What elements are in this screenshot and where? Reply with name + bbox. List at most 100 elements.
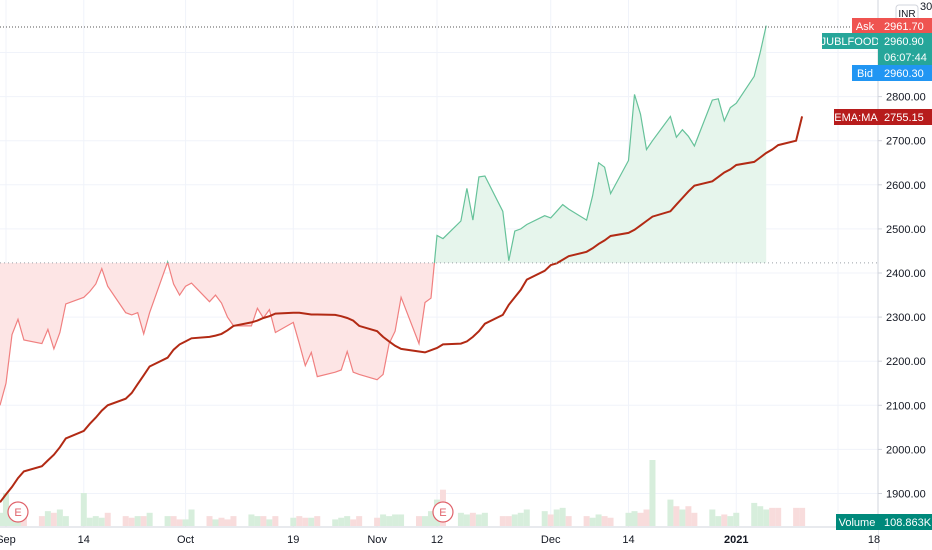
- bid-price-tag-label: Bid: [857, 68, 873, 80]
- volume-bar: [0, 512, 3, 526]
- volume-bar: [104, 512, 111, 526]
- earnings-marker-circle: [432, 501, 454, 523]
- volume-bar: [481, 512, 488, 526]
- volume-bar: [631, 511, 638, 526]
- x-axis[interactable]: Sep 14 Oct 19 Nov 12 Dec 14 2021 18: [0, 526, 880, 550]
- volume-bar: [2, 493, 9, 526]
- volume-bar: [344, 516, 351, 526]
- x-tick-label: 2021: [724, 534, 748, 546]
- y-tick-label: 2700.00: [886, 136, 926, 148]
- y-tick-label: 2600.00: [886, 180, 926, 192]
- fill-above-baseline: [434, 25, 767, 263]
- volume-bar: [625, 512, 632, 526]
- currency-badge-text: INR: [898, 9, 915, 20]
- ask-price-tag-label-box: [852, 18, 878, 34]
- volume-bar: [427, 511, 434, 526]
- volume-bar: [128, 517, 135, 526]
- volume-bar: [541, 511, 548, 526]
- volume-bar: [224, 519, 231, 526]
- volume-bar: [140, 516, 147, 526]
- volume-bar: [469, 512, 476, 526]
- ema-value-tag: EMA:MA 2755.15: [834, 109, 932, 125]
- bid-price-tag-value-box: [878, 65, 932, 81]
- volume-bar: [230, 516, 237, 526]
- volume-bar: [637, 512, 644, 526]
- price-line-above: [166, 259, 169, 264]
- volume-value-tag-value-box: [878, 514, 932, 530]
- volume-bar: [547, 514, 554, 526]
- volume-bar: [146, 512, 153, 526]
- volume-bar: [164, 516, 171, 526]
- volume-bar: [62, 516, 69, 526]
- volume-bar: [44, 511, 51, 526]
- earnings-marker[interactable]: E: [432, 501, 454, 523]
- volume-bar: [643, 509, 650, 526]
- volume-bar: [793, 507, 800, 526]
- volume-bar: [763, 509, 770, 526]
- fill-below-baseline: [167, 262, 435, 380]
- volume-bar: [80, 493, 87, 526]
- volume-bar: [757, 506, 764, 526]
- ask-price-tag: Ask 2961.70: [852, 18, 932, 34]
- volume-value-tag-value: 108.863K: [884, 517, 932, 529]
- volume-bar: [649, 460, 656, 526]
- ask-price-tag-value-box: [878, 18, 932, 34]
- volume-bar: [260, 516, 267, 526]
- volume-bar: [589, 517, 596, 526]
- volume-bar: [799, 507, 806, 526]
- y-axis[interactable]: 1900.00 2000.00 2100.00 2200.00 2300.00 2400.…: [877, 0, 932, 550]
- ema-value-tag-value: 2755.15: [884, 112, 924, 124]
- volume-bar: [775, 507, 782, 526]
- ema-value-tag-value-box: [878, 109, 932, 125]
- volume-bar: [206, 516, 213, 526]
- ask-price-tag-label: Ask: [856, 21, 875, 33]
- y-tick-label: 2300.00: [886, 312, 926, 324]
- volume-bar: [56, 509, 63, 526]
- price-line-below: [167, 262, 435, 381]
- volume-bar: [248, 514, 255, 526]
- ask-price-tag-value: 2961.70: [884, 21, 924, 33]
- bid-price-tag-label-box: [852, 65, 878, 81]
- y-tick-label: 1900.00: [886, 489, 926, 501]
- y-axis-background: [878, 0, 932, 550]
- volume-bar: [38, 516, 45, 526]
- volume-bar: [679, 509, 686, 526]
- bid-price-tag: Bid 2960.30: [852, 65, 932, 81]
- last-price-tag-value-box: [878, 33, 932, 49]
- earnings-marker-label: E: [14, 507, 21, 519]
- volume-bar: [314, 516, 321, 526]
- ema-value-tag-label-box: [834, 109, 878, 125]
- x-tick-label: 18: [868, 534, 880, 546]
- volume-bar: [583, 516, 590, 526]
- fill-below-baseline: [0, 262, 168, 406]
- earnings-marker[interactable]: E: [7, 501, 29, 523]
- volume-bar: [463, 514, 470, 526]
- volume-bar: [565, 516, 572, 526]
- volume-bar: [607, 517, 614, 526]
- ema-line-path: [0, 116, 804, 503]
- volume-bar: [559, 507, 566, 526]
- volume-bar: [517, 512, 524, 526]
- volume-bar: [398, 514, 405, 526]
- volume-bar: [50, 512, 57, 526]
- volume-bar: [523, 509, 530, 526]
- volume-bar: [667, 499, 674, 526]
- price-line-above: [433, 25, 767, 263]
- last-price-tag: JUBLFOOD 2960.90: [821, 33, 932, 49]
- bid-price-tag-value: 2960.30: [884, 68, 924, 80]
- x-tick-label: 19: [287, 534, 299, 546]
- x-tick-label: Sep: [0, 534, 16, 546]
- volume-bar: [212, 519, 219, 526]
- volume-bar: [302, 517, 309, 526]
- volume-bar: [290, 517, 297, 526]
- volume-bar: [416, 516, 423, 526]
- volume-bar: [457, 512, 464, 526]
- volume-bar: [308, 517, 315, 526]
- ema-line: [0, 116, 804, 503]
- x-tick-label: Oct: [177, 534, 194, 546]
- volume-bar: [505, 516, 512, 526]
- countdown-tag-value: 06:07:44: [884, 52, 927, 64]
- volume-bar: [266, 519, 273, 526]
